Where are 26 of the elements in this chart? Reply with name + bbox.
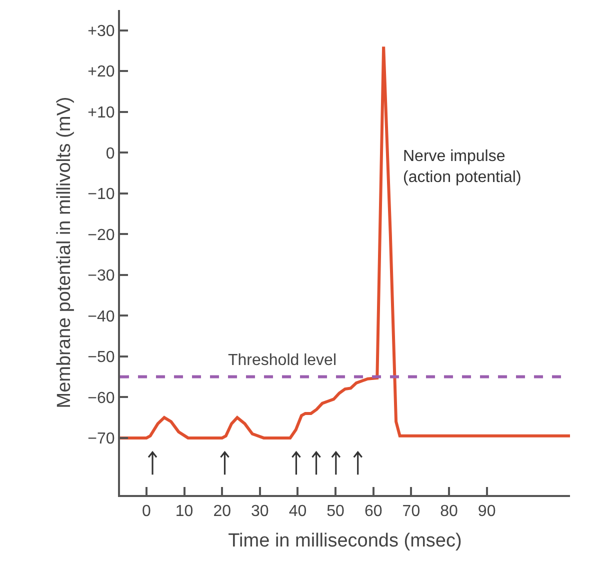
x-tick-label: 30: [251, 503, 269, 520]
x-tick-label: 90: [478, 503, 496, 520]
y-tick-label: −60: [88, 390, 115, 407]
annotation: Nerve impulse (action potential): [403, 148, 522, 186]
y-tick-label: −10: [88, 186, 115, 203]
x-tick-label: 40: [288, 503, 307, 520]
x-tick-label: 80: [440, 503, 458, 520]
x-tick-label: 20: [213, 503, 232, 520]
y-tick-label: +10: [88, 104, 115, 122]
x-tick-label: 10: [175, 503, 194, 520]
x-tick-label: 60: [364, 503, 382, 520]
y-tick-label: −20: [88, 226, 115, 244]
x-tick-label: 50: [326, 503, 345, 520]
x-axis-title: Time in milliseconds (msec): [228, 530, 462, 552]
y-tick-label: −40: [88, 308, 115, 326]
y-tick-label: +30: [88, 22, 115, 40]
y-tick-label: −70: [88, 430, 115, 448]
y-tick-label: +20: [88, 64, 115, 81]
y-tick-label: −30: [88, 268, 115, 285]
x-tick-label: 0: [142, 503, 152, 520]
x-tick-label: 70: [402, 503, 420, 520]
line-series: [120, 45, 570, 440]
y-axis-title: Membrane potential in millivolts (mV): [54, 96, 76, 408]
y-tick-label: −50: [88, 349, 115, 366]
y-tick-label: 0: [106, 145, 115, 162]
ref-line-label: Threshold level: [228, 352, 336, 369]
